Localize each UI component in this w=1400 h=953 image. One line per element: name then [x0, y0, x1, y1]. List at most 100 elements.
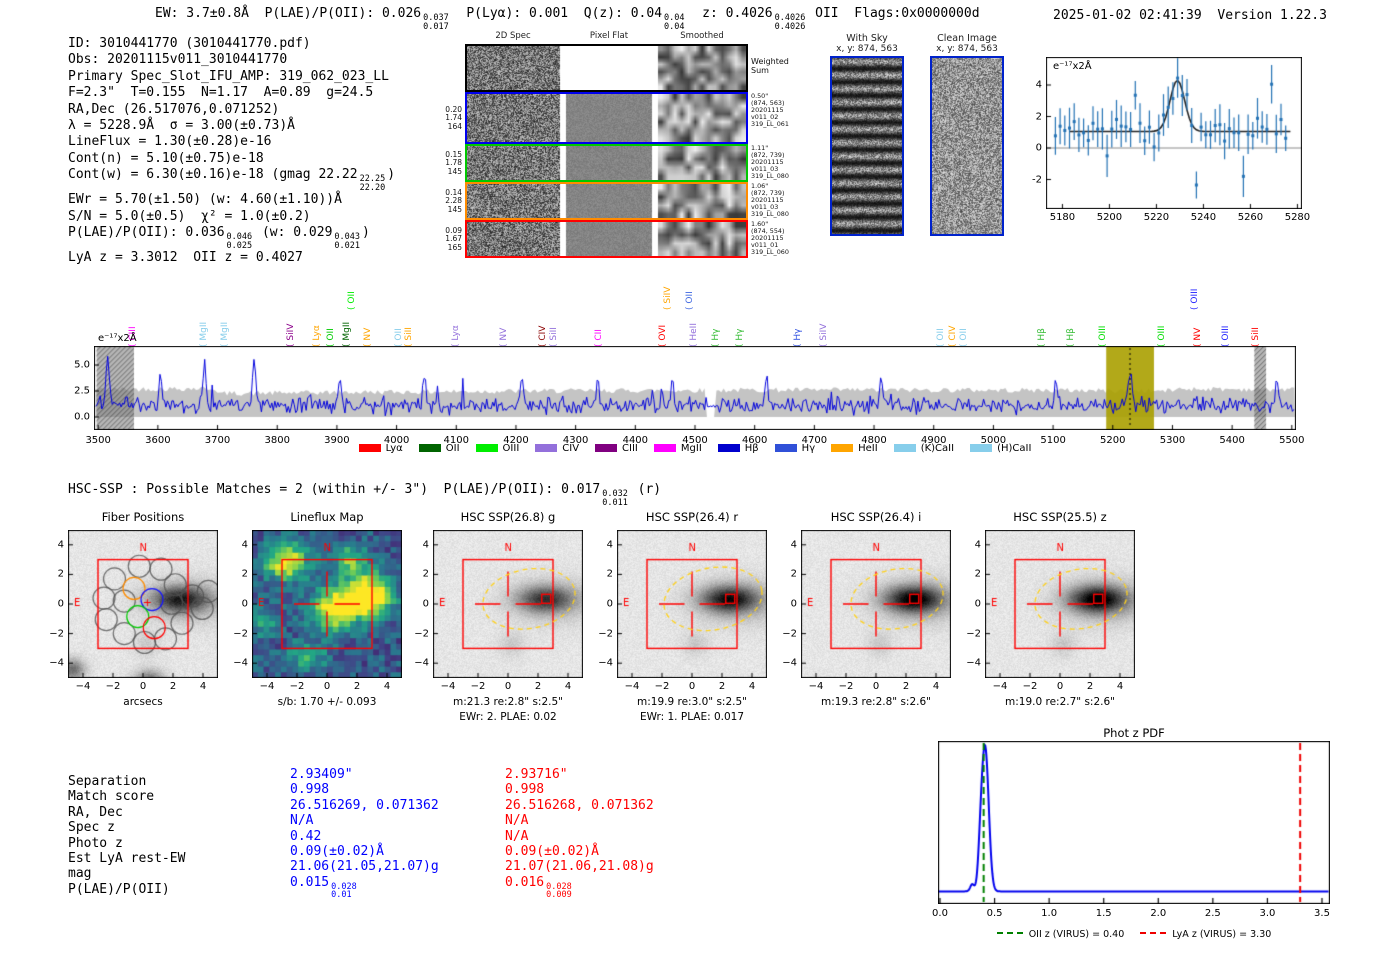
legend-item: Lyα: [358, 443, 403, 454]
cutout-caption-primary: arcsecs: [123, 696, 163, 708]
legend-item: CIV: [535, 443, 579, 454]
sup-sub-value: 0.4026 0.4026: [775, 14, 806, 31]
legend-label: MgII: [680, 443, 702, 454]
cutout-xtick: 0: [688, 681, 696, 692]
detection-info-block: ID: 3010441770 (3010441770.pdf) Obs: 2020…: [68, 36, 395, 266]
emission-line-label: ( HeII: [688, 323, 699, 347]
cutout-image-sky: [617, 530, 767, 678]
spec2d-row-image: [465, 182, 748, 220]
report-meta: 2025-01-02 02:41:39 Version 1.22.3: [1053, 8, 1327, 23]
cutout-xtick: 2: [902, 681, 910, 692]
match-value-red: 2.93716": [505, 767, 568, 782]
spectrum-xtick: 4500: [682, 435, 708, 446]
legend-swatch: [535, 444, 558, 452]
cutout-ytick: 4: [57, 539, 64, 551]
info-line: Obs: 20201115v011_3010441770: [68, 52, 288, 68]
cutout-xtick: 2: [718, 681, 726, 692]
photz-title: Phot z PDF: [1103, 726, 1165, 740]
emission-line-label: ( Hγ: [792, 328, 803, 347]
cutout-caption-primary: m:19.9 re:3.0" s:2.5": [637, 696, 747, 708]
sup-value: 0.037: [423, 13, 449, 23]
linefit-units-label: e⁻¹⁷x2Å: [1053, 61, 1092, 72]
match-value-blue: 21.06(21.05,21.07)g: [290, 859, 439, 875]
emission-line-label: ( Hβ: [1037, 328, 1048, 347]
legend-swatch: [653, 444, 676, 452]
cutout-title: HSC SSP(26.8) g: [460, 510, 556, 524]
cutout-xtick: −4: [440, 681, 456, 692]
spectrum-xtick: 3900: [324, 435, 350, 446]
match-value-red: 0.09(±0.02)Å: [505, 844, 599, 859]
cutout-xtick: 2: [353, 681, 361, 692]
emission-line-label: ( MgII: [342, 321, 352, 347]
linefit-xtick: 5260: [1237, 212, 1264, 223]
linefit-ytick: 4: [1035, 79, 1042, 91]
emission-line-label: ( OIII: [1098, 325, 1109, 347]
sub-value: 22.20: [359, 182, 386, 193]
sup-sub-value: 0.028 0.01: [331, 883, 357, 900]
sup-sub-value: 22.25 22.20: [360, 175, 386, 192]
sup-sub-value: 0.028 0.009: [546, 883, 572, 900]
sup-sub-value: 0.043 0.021: [334, 233, 360, 250]
spec2d-row-image: [465, 92, 748, 144]
cutout-xtick: 2: [534, 681, 542, 692]
info-line: Cont(w) = 6.30(±0.16)e-18 (gmag 22.22 22.…: [68, 167, 396, 193]
sub-value: 0.01: [331, 890, 352, 901]
legend-label: HeII: [858, 443, 878, 454]
emission-line-label: ( Hβ: [1065, 328, 1076, 347]
sub-value: 0.009: [546, 890, 572, 901]
cutout-xtick: −4: [992, 681, 1008, 692]
photz-legend: OII z (VIRUS) = 0.40 LyA z (VIRUS) = 3.30: [918, 929, 1350, 940]
cutout-ytick: 4: [241, 539, 248, 551]
cutout-ytick: −4: [966, 657, 981, 669]
emission-line-label: ( Hγ: [710, 328, 721, 347]
sub-value: 0.025: [226, 240, 253, 251]
cutout-ytick: −2: [598, 628, 613, 640]
cutout-ytick: 4: [974, 539, 981, 551]
legend-swatch: [774, 444, 797, 452]
emission-line-fit-plot: [1046, 57, 1302, 209]
photz-legend-item: OII z (VIRUS) = 0.40: [996, 929, 1124, 940]
cutout-ytick: 2: [422, 568, 429, 580]
spectrum-xtick: 4100: [443, 435, 469, 446]
legend-swatch: [418, 444, 441, 452]
info-line: Primary Spec_Slot_IFU_AMP: 319_062_023_L…: [68, 68, 389, 84]
photz-pdf-plot: [938, 741, 1330, 904]
spec2d-row-image: [465, 144, 748, 182]
spectrum-xtick: 4800: [861, 435, 887, 446]
sub-value: 0.021: [334, 240, 361, 251]
info-line: LyA z = 3.3012 OII z = 0.4027: [68, 250, 303, 266]
sup-sub-value: 0.04 0.04: [664, 14, 684, 31]
sup-value: 22.25: [359, 174, 386, 185]
legend-swatch: [358, 444, 381, 452]
cutout-ytick: 0: [57, 598, 64, 610]
emission-line-label: ( SiII: [549, 327, 560, 347]
legend-swatch: [893, 444, 916, 452]
sup-sub-value: 0.032 0.011: [602, 490, 628, 507]
match-value-blue: 0.015 0.028 0.01: [290, 874, 357, 901]
spectrum-xtick: 5400: [1219, 435, 1245, 446]
emission-line-label: ( SiII: [1250, 327, 1261, 347]
cutout-title: HSC SSP(25.5) z: [1013, 510, 1107, 524]
linefit-xtick: 5280: [1284, 212, 1311, 223]
cutout-ytick: −2: [49, 628, 64, 640]
cutout-ytick: 2: [606, 568, 613, 580]
with-sky-image: [830, 56, 904, 236]
emission-line-label: ( OII: [393, 328, 404, 347]
spectrum-xtick: 4000: [383, 435, 410, 446]
info-line: EWr = 5.70(±1.50) (w: 4.60(±1.10))Å: [68, 192, 342, 208]
spec2d-row-source-label: 1.11" (872, 739) 20201115 v011_03 319_LL…: [751, 144, 789, 180]
cutout-ytick: 4: [790, 539, 797, 551]
info-line: S/N = 5.0(±0.5) χ² = 1.0(±0.2): [68, 208, 311, 224]
cutout-image-sky: [985, 530, 1135, 678]
legend-swatch: [717, 444, 740, 452]
cutout-ytick: 2: [974, 568, 981, 580]
spectrum-xtick: 3500: [85, 435, 111, 446]
spec2d-row-weights: 0.15 1.78 145: [445, 149, 462, 176]
spec2d-row-weights: 0.20 1.74 164: [445, 104, 462, 131]
cutout-ytick: −2: [233, 628, 248, 640]
spectrum-xtick: 5000: [980, 435, 1007, 446]
spectrum-xtick: 4200: [503, 435, 529, 446]
sky-panel-coords: x, y: 874, 563: [836, 44, 898, 54]
cutout-ytick: 2: [790, 568, 797, 580]
